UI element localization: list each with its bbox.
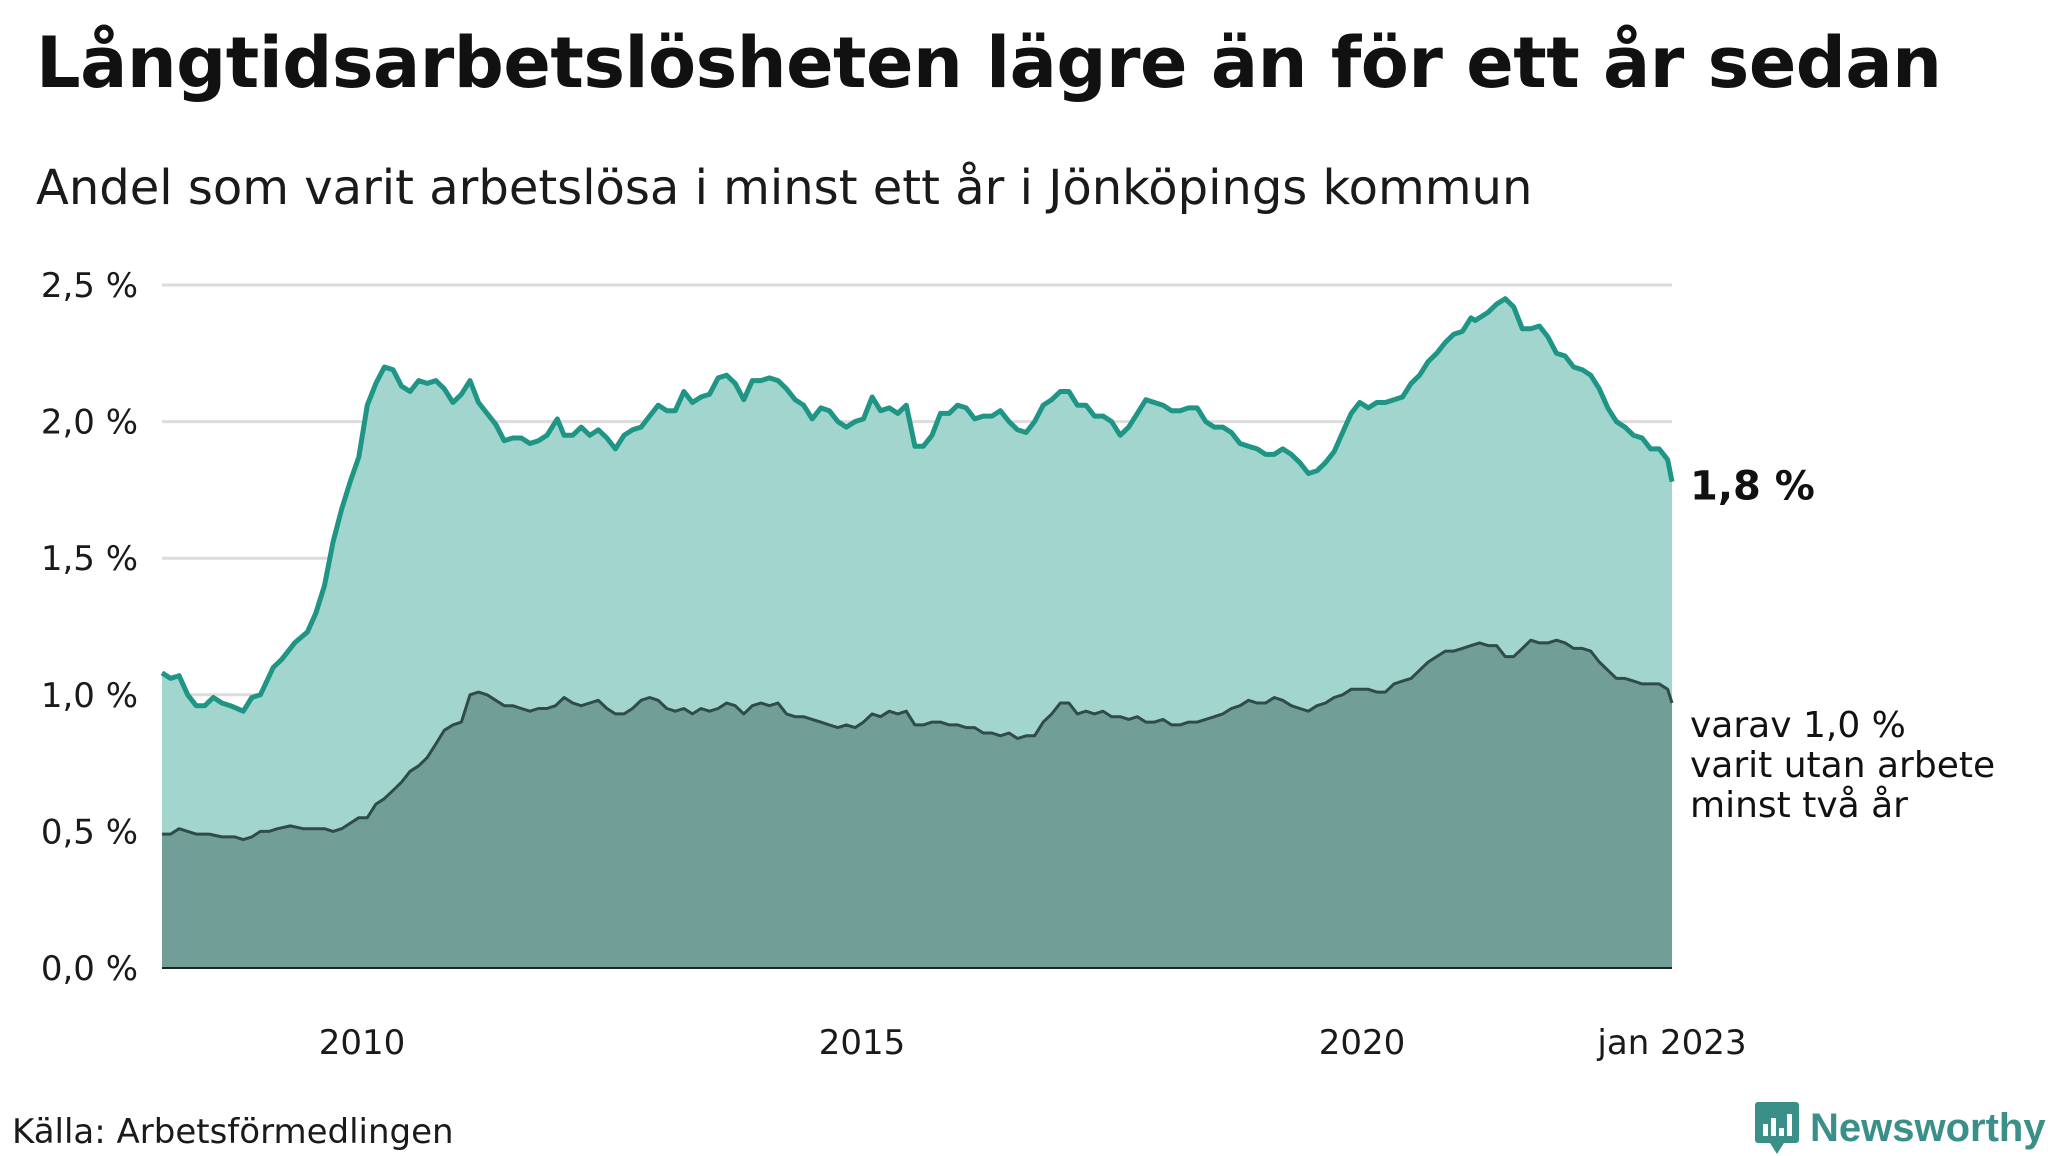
end-label-two-year-line: varit utan arbete bbox=[1690, 745, 1995, 786]
y-tick-label: 0,5 % bbox=[41, 812, 138, 852]
chart-title: Långtidsarbetslösheten lägre än för ett … bbox=[36, 22, 1942, 104]
end-label-two-year-line: minst två år bbox=[1690, 785, 1908, 826]
line-one_year bbox=[160, 296, 1675, 714]
source-note: Källa: Arbetsförmedlingen bbox=[12, 1112, 454, 1152]
y-tick-label: 0,0 % bbox=[41, 949, 138, 989]
x-tick-label: 2015 bbox=[819, 1023, 906, 1063]
area-two_year bbox=[162, 640, 1672, 968]
y-tick-label: 2,5 % bbox=[41, 266, 138, 306]
end-label-two-year-line: varav 1,0 % bbox=[1690, 705, 1906, 746]
x-tick-label: 2010 bbox=[319, 1023, 406, 1063]
x-tick-label: jan 2023 bbox=[1596, 1023, 1746, 1063]
newsworthy-logo-icon bbox=[1755, 1102, 1799, 1154]
chart-subtitle: Andel som varit arbetslösa i minst ett å… bbox=[36, 160, 1533, 216]
y-tick-label: 2,0 % bbox=[41, 403, 138, 443]
x-tick-label: 2020 bbox=[1319, 1023, 1406, 1063]
area-layer bbox=[160, 296, 1675, 968]
line-two_year bbox=[162, 638, 1674, 842]
brand-name: Newsworthy bbox=[1810, 1105, 2046, 1150]
axis-layer: 0,0 % 0,5 % 1,0 % 1,5 % 2,0 % 2,5 % 2010 2015 20… bbox=[41, 266, 1747, 1063]
brand-logo[interactable]: Newsworthy bbox=[1754, 1100, 2046, 1156]
end-label-one-year: 1,8 % bbox=[1690, 464, 1815, 510]
y-tick-label: 1,0 % bbox=[41, 676, 138, 716]
y-tick-label: 1,5 % bbox=[41, 539, 138, 579]
